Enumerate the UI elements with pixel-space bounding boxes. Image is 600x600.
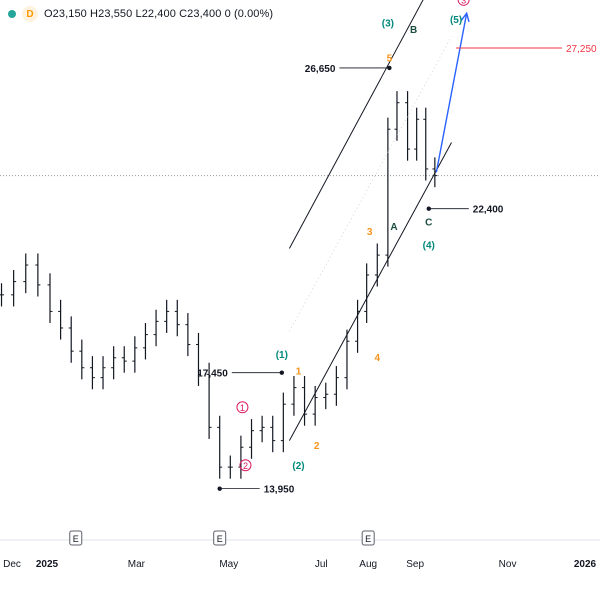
wave-label: 3 (367, 227, 373, 238)
x-tick-label: 2025 (36, 559, 59, 570)
wave-label: (2) (292, 461, 304, 472)
earnings-marker-label: E (73, 534, 79, 544)
wave-label: 1 (296, 366, 302, 377)
channel-midline (289, 36, 452, 332)
earnings-marker-label: E (217, 534, 223, 544)
wave-label: 3 (461, 0, 466, 5)
wave-circle (236, 401, 249, 414)
wave-label: 4 (374, 353, 380, 364)
wave-circle (239, 459, 252, 472)
wave-label: 1 (240, 403, 245, 413)
wave-label: 2 (243, 461, 248, 471)
ohlc-legend: D O23,150 H23,550 L22,400 C23,400 0 (0.0… (8, 5, 273, 23)
wave-label: (1) (276, 350, 288, 361)
x-tick-label: Aug (359, 559, 377, 570)
wave-label: (3) (382, 19, 394, 30)
wave-label: (4) (423, 240, 435, 251)
x-tick-label: Dec (3, 559, 21, 570)
price-label: 13,950 (264, 485, 295, 496)
earnings-marker (69, 530, 83, 546)
x-tick-label: May (219, 559, 238, 570)
x-tick-label: 2026 (574, 559, 597, 570)
price-label: 26,650 (305, 64, 336, 75)
interval-badge[interactable]: D (22, 6, 38, 22)
wave-label: 2 (314, 441, 320, 452)
price-label: 17,450 (197, 369, 228, 380)
target-label: 27,250 (566, 44, 597, 55)
wave-label: A (390, 222, 397, 233)
earnings-marker-label: E (365, 534, 371, 544)
x-tick-label: Mar (128, 559, 146, 570)
x-tick-label: Jul (315, 559, 328, 570)
wave-label: B (410, 25, 417, 36)
x-tick-label: Sep (406, 559, 424, 570)
earnings-marker (361, 530, 375, 546)
ohlc-values: O23,150 H23,550 L22,400 C23,400 0 (0.00%… (44, 8, 274, 20)
pivot-dot (426, 206, 431, 211)
wave-label: 5 (387, 53, 393, 64)
projection-arrow-head (460, 11, 470, 23)
wave-label: (5) (450, 15, 462, 26)
earnings-marker (213, 530, 227, 546)
price-label: 22,400 (473, 205, 504, 216)
channel-line-1 (288, 142, 452, 441)
x-tick-label: Nov (499, 559, 517, 570)
projection-arrow (435, 13, 468, 173)
wave-circle (457, 0, 470, 6)
status-dot-icon (8, 10, 16, 18)
wave-label: C (425, 217, 432, 228)
channel-line-2 (288, 0, 424, 249)
